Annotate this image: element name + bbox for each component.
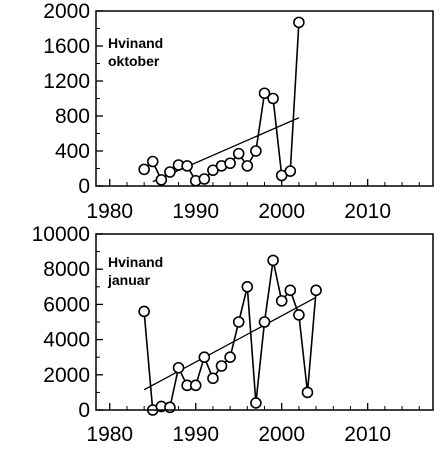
data-point [301,386,314,399]
trendline-group [152,117,300,183]
data-point [250,145,262,157]
y-tick-label: 2000 [43,0,90,23]
plot-frame [95,233,434,411]
trendline [143,296,317,391]
y-axis-ticks: 0 2000 4000 6000 8000 10000 [32,223,103,422]
chart-panel-oktober: 0 400 800 1200 1600 2000 1980 1990 2000 2010 Hvi… [43,0,434,223]
x-tick-label: 1980 [86,423,133,446]
series-points-group [138,254,322,416]
data-point [181,160,193,172]
x-tick-label: 2000 [258,200,305,223]
y-tick-label: 800 [55,105,90,128]
x-tick-label: 2010 [344,200,391,223]
data-point [258,87,271,100]
data-point [207,372,219,385]
data-point [284,284,297,297]
data-point [155,174,168,186]
data-point [267,254,279,267]
plot-frame [95,10,434,187]
data-point [198,351,211,364]
y-tick-label: 6000 [43,293,90,316]
data-point [138,163,150,176]
data-point [164,401,176,414]
panel-title: Hvinand oktober [108,35,163,69]
data-point [232,316,245,328]
data-point [172,361,185,374]
data-point [284,165,297,177]
data-point [250,397,262,409]
series-line-group [143,260,317,412]
trendline [152,117,300,183]
x-tick-label: 1990 [172,200,219,223]
data-point [232,147,245,160]
panel-title-line: Hvinand [108,254,163,270]
x-axis-ticks: 1980 1990 2000 2010 [86,403,420,446]
data-point [189,379,202,392]
y-tick-label: 400 [55,140,90,163]
y-tick-label: 1600 [43,35,90,58]
y-tick-label: 4000 [43,329,90,352]
data-point [215,360,228,372]
data-point [293,16,305,29]
x-axis-ticks: 1980 1990 2000 2010 [86,179,420,223]
data-point [258,316,271,328]
y-tick-label: 0 [78,399,90,422]
data-point [138,305,150,318]
data-point [310,284,322,297]
data-point [275,295,288,307]
data-point [224,351,236,364]
y-tick-label: 1200 [43,70,90,93]
x-tick-label: 1990 [172,423,219,446]
trendline-group [143,296,317,391]
panel-title-line: oktober [108,53,160,69]
data-point [198,173,211,185]
y-tick-label: 2000 [43,364,90,387]
y-tick-label: 8000 [43,258,90,281]
data-point [146,155,159,168]
series-line [143,260,317,412]
data-point [241,160,254,172]
panel-title: Hvinand januar [107,254,163,288]
x-tick-label: 1980 [86,200,133,223]
data-point [241,280,254,293]
data-point [164,166,176,178]
series-points-group [138,16,305,187]
y-tick-label: 0 [78,175,90,198]
panel-title-line: januar [107,272,151,288]
data-point [224,157,236,170]
data-point [293,309,305,321]
y-axis-ticks: 0 400 800 1200 1600 2000 [43,0,103,198]
x-tick-label: 2000 [258,423,305,446]
panel-title-line: Hvinand [108,35,163,51]
data-point [267,92,279,105]
y-tick-label: 10000 [32,223,90,246]
x-tick-label: 2010 [344,423,391,446]
